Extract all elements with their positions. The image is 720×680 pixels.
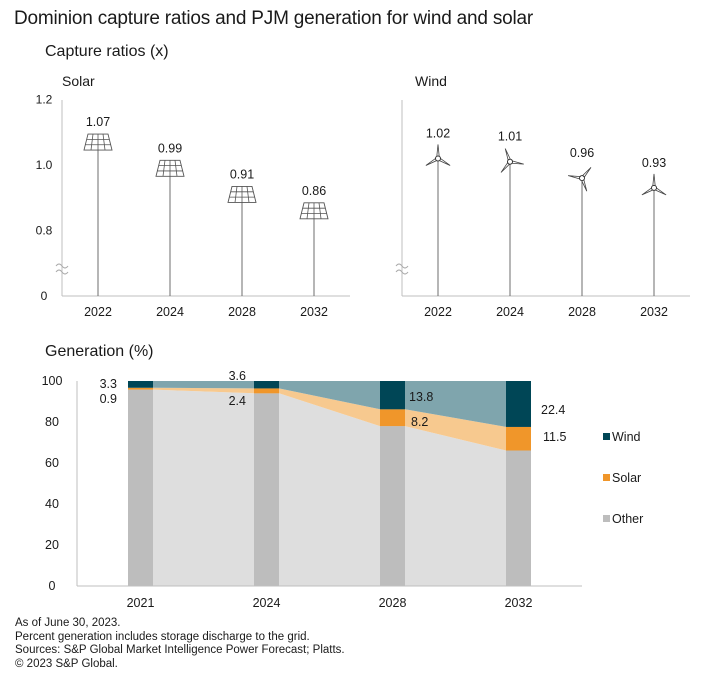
wind-turbine-icon — [568, 167, 592, 192]
solar-panel-icon — [155, 159, 185, 177]
wind-turbine-icon — [641, 173, 667, 196]
note-as-of: As of June 30, 2023. — [15, 617, 121, 629]
wind-x-tick-label: 2028 — [568, 305, 596, 319]
solar-panel-icon — [83, 133, 113, 151]
solar-bar — [254, 388, 279, 394]
solar-x-tick-label: 2024 — [156, 305, 184, 319]
generation-y-tick-label: 60 — [45, 456, 59, 470]
generation-x-tick-label: 2028 — [379, 596, 407, 610]
wind-data-label: 3.6 — [229, 369, 246, 383]
solar-value-label: 0.91 — [230, 167, 254, 181]
solar-y-tick-label: 0 — [41, 289, 48, 303]
legend-swatch-wind — [603, 433, 610, 440]
solar-area — [153, 387, 531, 451]
legend-swatch-other — [603, 515, 610, 522]
chart-title: Dominion capture ratios and PJM generati… — [14, 8, 534, 29]
solar-panel-icon — [299, 202, 329, 220]
wind-bar — [380, 381, 405, 410]
legend-label-wind: Wind — [612, 430, 641, 444]
solar-data-label: 8.2 — [411, 415, 428, 429]
wind-bar — [254, 381, 279, 389]
wind-panel-title: Wind — [415, 73, 447, 89]
wind-bar — [128, 381, 153, 388]
solar-data-label: 11.5 — [543, 430, 566, 444]
solar-y-tick-label: 1.2 — [36, 93, 53, 107]
solar-x-tick-label: 2028 — [228, 305, 256, 319]
other-bar — [506, 450, 531, 586]
wind-value-label: 0.93 — [642, 156, 666, 170]
generation-y-tick-label: 100 — [42, 374, 63, 388]
legend-label-other: Other — [612, 512, 643, 526]
generation-x-tick-label: 2032 — [505, 596, 533, 610]
solar-y-tick-label: 1.0 — [36, 158, 53, 172]
solar-value-label: 0.99 — [158, 141, 182, 155]
other-area — [153, 389, 531, 586]
wind-x-tick-label: 2022 — [424, 305, 452, 319]
wind-value-label: 1.02 — [426, 126, 450, 140]
solar-panel-icon — [227, 186, 257, 203]
note-storage: Percent generation includes storage disc… — [15, 630, 310, 643]
wind-area — [153, 381, 531, 427]
legend-swatch-solar — [603, 474, 610, 481]
wind-data-label: 22.4 — [541, 403, 565, 417]
axis-break-icon — [55, 263, 69, 275]
solar-data-label: 0.9 — [100, 392, 117, 406]
solar-x-tick-label: 2022 — [84, 305, 112, 319]
generation-y-tick-label: 80 — [45, 415, 59, 429]
solar-bar — [506, 426, 531, 451]
solar-value-label: 0.86 — [302, 184, 326, 198]
generation-x-tick-label: 2024 — [253, 596, 281, 610]
capture-ratios-title: Capture ratios (x) — [45, 43, 169, 60]
solar-panel-title: Solar — [62, 73, 95, 89]
wind-value-label: 1.01 — [498, 130, 522, 144]
other-bar — [380, 426, 405, 586]
solar-value-label: 1.07 — [86, 115, 110, 129]
other-bar — [254, 393, 279, 586]
solar-bar — [380, 409, 405, 427]
axis-break-icon — [395, 263, 409, 275]
solar-data-label: 2.4 — [229, 394, 246, 408]
wind-turbine-icon — [425, 144, 451, 166]
wind-x-tick-label: 2032 — [640, 305, 668, 319]
generation-y-tick-label: 40 — [45, 497, 59, 511]
wind-data-label: 13.8 — [409, 390, 433, 404]
wind-bar — [506, 381, 531, 427]
generation-y-tick-label: 20 — [45, 538, 59, 552]
solar-bar — [128, 387, 153, 390]
generation-title: Generation (%) — [45, 343, 154, 360]
solar-y-tick-label: 0.8 — [36, 224, 53, 238]
wind-value-label: 0.96 — [570, 146, 594, 160]
notes: As of June 30, 2023. Percent generation … — [15, 617, 345, 671]
wind-x-tick-label: 2024 — [496, 305, 524, 319]
solar-x-tick-label: 2032 — [300, 305, 328, 319]
wind-turbine-icon — [500, 148, 524, 173]
generation-y-tick-label: 0 — [49, 579, 56, 593]
note-sources: Sources: S&P Global Market Intelligence … — [15, 644, 345, 656]
note-copyright: © 2023 S&P Global. — [15, 657, 118, 670]
generation-x-tick-label: 2021 — [127, 596, 155, 610]
other-bar — [128, 389, 153, 586]
legend-label-solar: Solar — [612, 471, 641, 485]
wind-data-label: 3.3 — [100, 377, 117, 391]
